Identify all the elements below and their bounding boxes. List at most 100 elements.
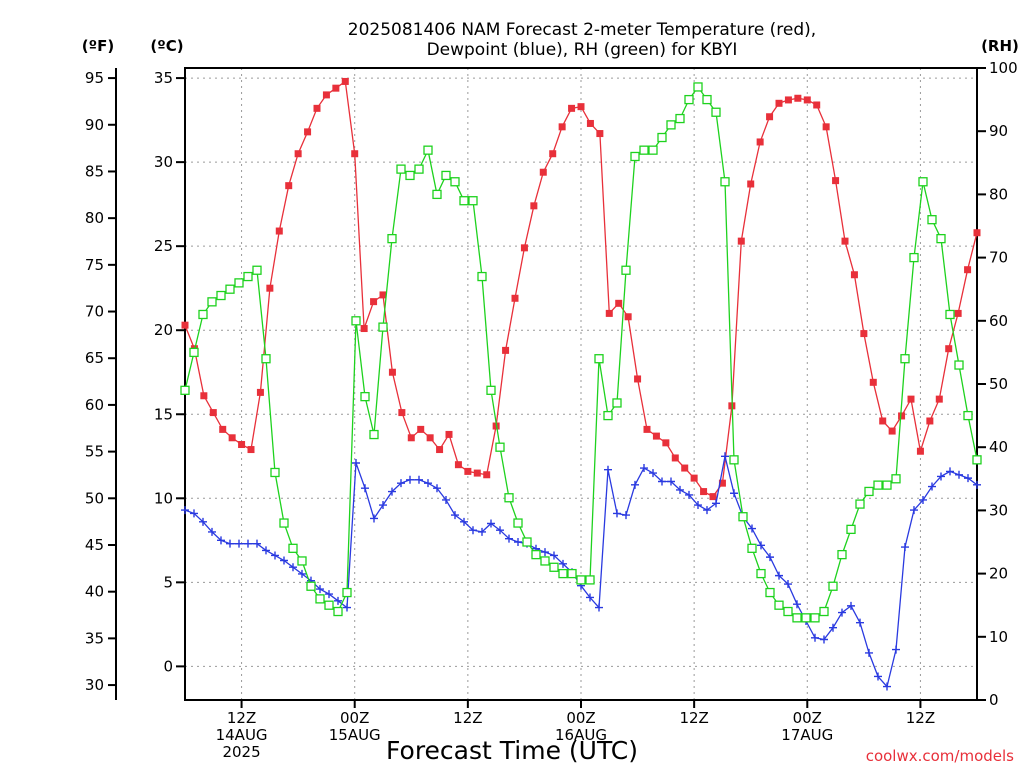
dewpoint-point	[334, 596, 342, 605]
rh-tick-label: 80	[989, 185, 1008, 203]
dewpoint-point	[262, 546, 270, 555]
credit-text: coolwx.com/models	[866, 747, 1014, 765]
x-tick-label: 00Z	[340, 709, 369, 727]
rh-point	[405, 170, 415, 181]
rh-point	[792, 613, 802, 623]
dewpoint-point	[469, 526, 477, 535]
rh-point	[630, 151, 640, 162]
fahrenheit-tick-label: 90	[85, 116, 104, 134]
fahrenheit-tick-label: 45	[85, 536, 104, 554]
x-tick-label: 12Z	[453, 709, 482, 727]
rh-point	[432, 189, 442, 200]
temperature-point	[662, 439, 670, 447]
dewpoint-point	[703, 506, 711, 515]
dewpoint-point	[586, 593, 594, 602]
temperature-point	[209, 409, 217, 417]
rh-point	[738, 512, 748, 522]
rh-point	[549, 562, 559, 572]
rh-point	[594, 354, 604, 364]
temperature-point	[756, 138, 764, 146]
temperature-point	[520, 244, 528, 252]
axes: 0510152025303530354045505560657075808590…	[85, 59, 1018, 761]
rh-point	[270, 467, 280, 478]
celsius-tick-label: 0	[163, 657, 173, 675]
temperature-point	[813, 101, 821, 109]
temperature-point	[860, 330, 868, 338]
rh-point	[783, 606, 793, 617]
dewpoint-point	[415, 475, 423, 484]
dewpoint-point	[235, 539, 243, 548]
temperature-point	[285, 182, 293, 190]
rh-point	[207, 297, 217, 307]
rh-point	[963, 410, 973, 421]
x-tick-label: 2025	[222, 743, 260, 761]
dewpoint-point	[721, 452, 729, 461]
x-tick-label: 14AUG	[216, 726, 268, 744]
rh-point	[873, 480, 883, 490]
rh-unit-label: (RH)	[981, 37, 1019, 55]
dewpoint-point	[541, 548, 549, 557]
temperature-point	[596, 130, 604, 138]
rh-point	[324, 600, 334, 610]
rh-point	[180, 385, 190, 395]
rh-point	[972, 455, 982, 465]
dewpoint-point	[685, 490, 693, 499]
rh-tick-label: 60	[989, 312, 1008, 330]
temperature-point	[624, 313, 632, 321]
chart-title-line-2: Dewpoint (blue), RH (green) for KBYI	[427, 40, 738, 60]
temperature-point	[935, 395, 943, 403]
dewpoint-point	[649, 469, 657, 478]
rh-point	[846, 524, 856, 535]
fahrenheit-tick-label: 75	[85, 256, 104, 274]
dewpoint-point	[865, 648, 873, 657]
temperature-point	[530, 202, 538, 210]
fahrenheit-tick-label: 85	[85, 162, 104, 180]
rh-point	[540, 556, 550, 566]
rh-point	[621, 265, 631, 275]
dewpoint-point	[343, 603, 351, 612]
rh-point	[765, 587, 775, 598]
dewpoint-point	[793, 600, 801, 609]
temperature-point	[549, 150, 557, 158]
rh-point	[279, 518, 289, 528]
x-tick-label: 12Z	[679, 709, 708, 727]
rh-point	[801, 613, 811, 623]
rh-point	[225, 284, 235, 294]
rh-point	[927, 215, 937, 225]
fahrenheit-tick-label: 65	[85, 349, 104, 367]
rh-point	[918, 177, 928, 187]
dewpoint-point	[811, 633, 819, 642]
dewpoint-point	[595, 603, 603, 612]
rh-point	[531, 549, 541, 560]
dewpoint-point	[901, 543, 909, 552]
temperature-point	[502, 346, 510, 354]
temperature-point	[247, 446, 255, 454]
dewpoint-point	[784, 580, 792, 589]
x-tick-label: 12Z	[906, 709, 935, 727]
rh-point	[450, 177, 460, 187]
rh-point	[891, 474, 901, 484]
temperature-point	[879, 417, 887, 425]
rh-point	[288, 543, 298, 553]
dewpoint-point	[253, 539, 261, 548]
rh-point	[477, 271, 487, 282]
rh-point	[414, 164, 424, 174]
temperature-point	[294, 150, 302, 158]
rh-tick-label: 30	[989, 501, 1008, 519]
temperature-point	[407, 434, 415, 442]
grid-lines	[185, 68, 977, 700]
temperature-point	[228, 434, 236, 442]
dewpoint-point	[694, 501, 702, 510]
rh-point	[333, 606, 343, 617]
fahrenheit-tick-label: 60	[85, 396, 104, 414]
temperature-point	[511, 294, 519, 302]
temperature-point	[436, 446, 444, 454]
dewpoint-point	[847, 601, 855, 610]
rh-tick-label: 100	[989, 59, 1018, 77]
temperature-point	[388, 368, 396, 376]
rh-point	[315, 594, 325, 604]
dewpoint-point	[613, 509, 621, 518]
temperature-point	[945, 345, 953, 353]
rh-point	[504, 493, 514, 503]
dewpoint-point	[820, 635, 828, 644]
